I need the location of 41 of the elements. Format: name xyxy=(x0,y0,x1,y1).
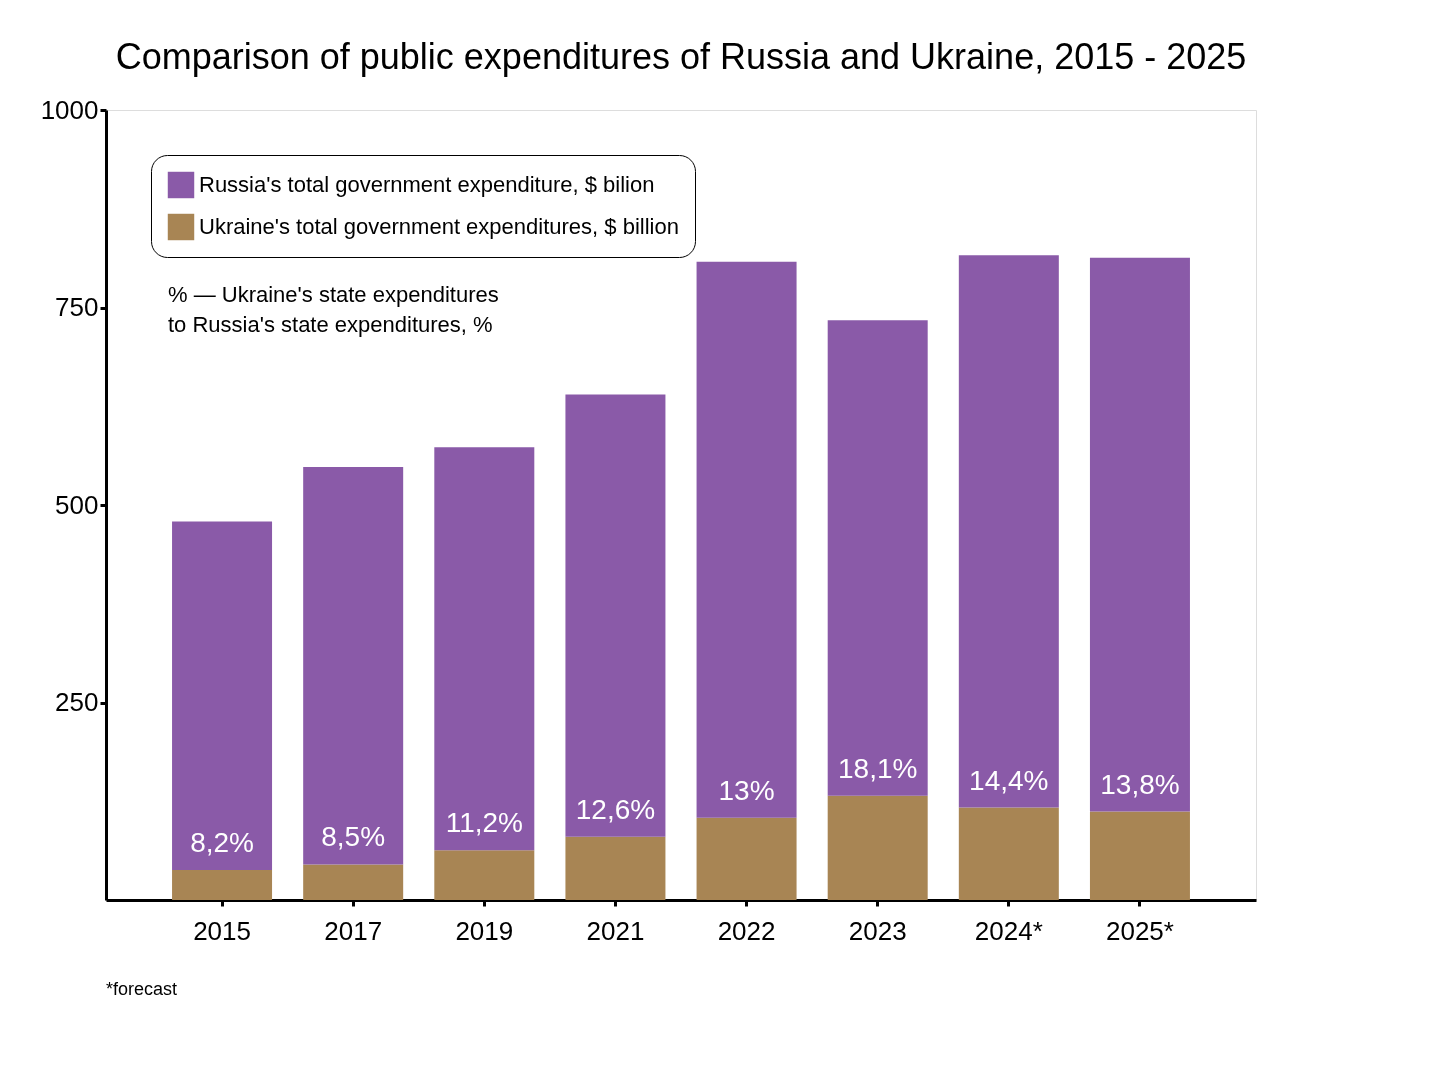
bar xyxy=(565,836,666,900)
bar xyxy=(827,320,928,796)
bar xyxy=(565,394,666,837)
bar xyxy=(696,261,797,818)
x-tick-label: 2015 xyxy=(193,915,251,946)
y-tick-label: 1000 xyxy=(40,94,99,125)
bar xyxy=(827,795,928,900)
y-tick-label: 500 xyxy=(55,489,99,520)
x-tick-label: 2021 xyxy=(586,915,645,946)
annotation: 13,8% xyxy=(1100,768,1180,800)
bar xyxy=(1089,257,1190,812)
bar xyxy=(172,521,273,870)
x-tick-label: 2022 xyxy=(717,915,776,946)
x-tick-label: 2024* xyxy=(974,915,1043,946)
legend-label: Russia's total government expenditure, $ bilion xyxy=(199,172,655,197)
bar xyxy=(1089,811,1190,900)
annotation: 12,6% xyxy=(575,793,656,825)
y-tick-label: 250 xyxy=(55,687,99,717)
annotation: 13% xyxy=(718,774,775,806)
y-tick-label: 750 xyxy=(55,292,99,322)
annotation: 8,2% xyxy=(190,826,254,858)
annotation: 11,2% xyxy=(445,807,523,839)
annotation: 18,1% xyxy=(837,752,918,784)
bar xyxy=(434,850,535,900)
x-tick-label: 2019 xyxy=(455,915,514,946)
chart-title: Comparison of public expenditures of Russia and Ukraine, 2015 - 2025 xyxy=(115,36,1247,77)
x-tick-label: 2017 xyxy=(324,915,383,946)
bar xyxy=(696,817,797,900)
bar xyxy=(172,869,273,900)
bar xyxy=(958,807,1059,900)
bar xyxy=(434,447,535,851)
annotation: 8,5% xyxy=(321,821,386,853)
annotation: 14,4% xyxy=(969,764,1049,796)
bar xyxy=(958,255,1059,808)
annotation: % — Ukraine's state expenditures to Russia's state expenditures, % xyxy=(168,282,499,337)
bar xyxy=(303,467,404,865)
x-tick-label: 2025* xyxy=(1105,915,1174,946)
text: *forecast xyxy=(106,979,178,999)
legend-label: Ukraine's total government expenditures, $ billion xyxy=(199,214,679,239)
x-tick-label: 2023 xyxy=(848,915,907,946)
bar xyxy=(303,864,404,900)
